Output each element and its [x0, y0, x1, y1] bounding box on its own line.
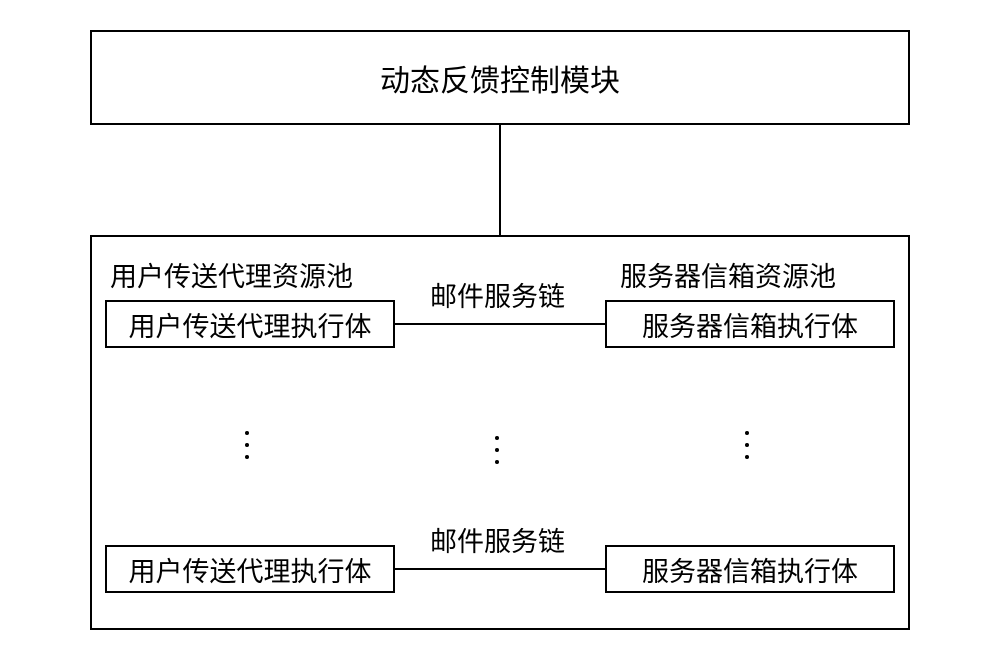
left-pool-title: 用户传送代理资源池 [110, 255, 353, 294]
left-executor-box-1: 用户传送代理执行体 [105, 545, 395, 593]
left-ellipsis [245, 400, 249, 490]
top-module-label: 动态反馈控制模块 [380, 56, 620, 100]
left-executor-box-0: 用户传送代理执行体 [105, 300, 395, 348]
edge-label-1: 邮件服务链 [430, 520, 565, 559]
right-pool-title: 服务器信箱资源池 [620, 255, 836, 294]
right-ellipsis [745, 400, 749, 490]
edge-label-0: 邮件服务链 [430, 275, 565, 314]
right-executor-label-0: 服务器信箱执行体 [642, 305, 858, 344]
right-executor-box-0: 服务器信箱执行体 [605, 300, 895, 348]
right-executor-box-1: 服务器信箱执行体 [605, 545, 895, 593]
architecture-diagram: 动态反馈控制模块 用户传送代理资源池 服务器信箱资源池 用户传送代理执行体 服务… [0, 0, 1000, 666]
connector-top-to-bottom [498, 125, 502, 237]
right-executor-label-1: 服务器信箱执行体 [642, 550, 858, 589]
top-module-box: 动态反馈控制模块 [90, 30, 910, 125]
left-executor-label-0: 用户传送代理执行体 [129, 305, 372, 344]
center-ellipsis [495, 410, 499, 490]
left-executor-label-1: 用户传送代理执行体 [129, 550, 372, 589]
